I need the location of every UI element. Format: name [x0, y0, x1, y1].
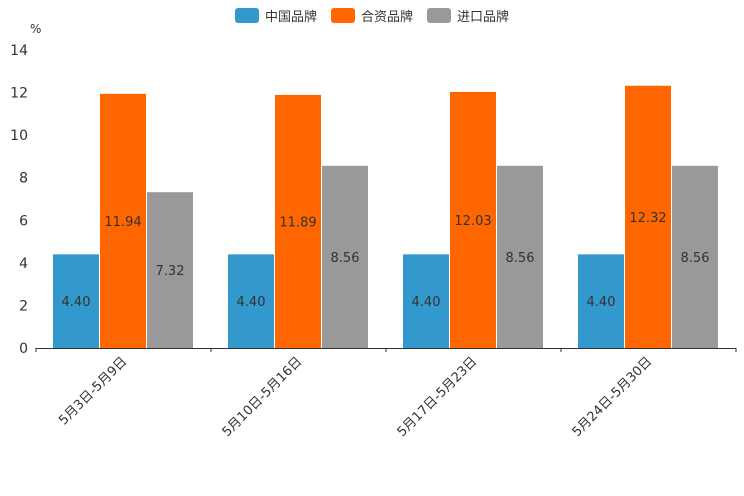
- x-category-label: 5月24日-5月30日: [570, 354, 656, 440]
- y-tick-label: 14: [10, 43, 28, 59]
- bar-value-label: 11.89: [279, 215, 316, 230]
- y-tick-label: 2: [19, 298, 28, 314]
- bar-3: [147, 192, 193, 348]
- bar-value-label: 4.40: [62, 295, 91, 310]
- bar-2: [100, 93, 146, 348]
- bar-3: [322, 165, 368, 348]
- bar-value-label: 4.40: [587, 295, 616, 310]
- legend-swatch-joint-venture: [330, 8, 355, 23]
- y-axis-unit: %: [30, 22, 42, 36]
- bar-value-label: 8.56: [681, 251, 710, 266]
- y-tick-label: 0: [19, 341, 28, 357]
- bar-value-label: 4.40: [412, 295, 441, 310]
- legend-label-joint-venture: 合资品牌: [360, 10, 413, 25]
- legend-item-joint-venture[interactable]: 合资品牌: [330, 6, 413, 25]
- bar-3: [497, 165, 543, 348]
- bar-2: [275, 94, 321, 348]
- bar-value-label: 12.32: [629, 211, 666, 226]
- x-category-label: 5月17日-5月23日: [395, 354, 481, 440]
- y-tick-label: 6: [19, 213, 28, 229]
- chart-legend: 中国品牌 合资品牌 进口品牌: [0, 6, 744, 25]
- bar-value-label: 4.40: [237, 295, 266, 310]
- bar-value-label: 8.56: [506, 251, 535, 266]
- x-category-label: 5月3日-5月9日: [56, 354, 130, 428]
- bar-2: [625, 85, 671, 348]
- y-tick-label: 12: [10, 86, 28, 102]
- legend-swatch-imported: [427, 8, 451, 23]
- legend-label-imported: 进口品牌: [457, 10, 510, 25]
- y-tick-label: 8: [19, 171, 28, 187]
- bar-value-label: 11.94: [104, 215, 141, 230]
- bar-1: [403, 254, 449, 348]
- x-category-label: 5月10日-5月16日: [220, 354, 306, 440]
- legend-item-imported[interactable]: 进口品牌: [427, 6, 509, 25]
- y-tick-label: 4: [19, 256, 28, 272]
- bar-3: [672, 165, 718, 348]
- bar-value-label: 8.56: [331, 251, 360, 266]
- bar-value-label: 7.32: [156, 264, 185, 279]
- bar-1: [228, 254, 274, 348]
- bar-2: [450, 91, 496, 348]
- legend-swatch-china: [234, 8, 259, 23]
- legend-label-china: 中国品牌: [264, 10, 317, 25]
- y-tick-label: 10: [10, 128, 28, 144]
- legend-item-china[interactable]: 中国品牌: [234, 6, 317, 25]
- bar-value-label: 12.03: [454, 214, 491, 229]
- bar-1: [53, 254, 99, 348]
- bar-1: [578, 254, 624, 348]
